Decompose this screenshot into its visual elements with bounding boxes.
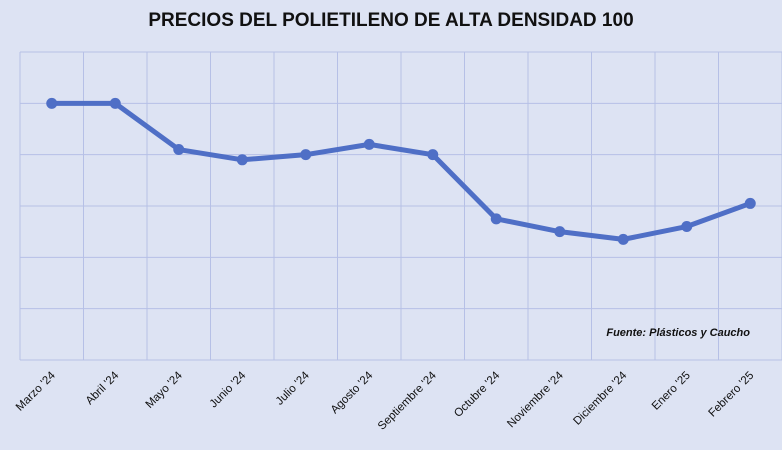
data-point xyxy=(554,226,566,238)
x-tick-label: Septiembre '24 xyxy=(376,369,439,432)
data-point xyxy=(363,138,375,150)
x-tick-label: Marzo '24 xyxy=(14,369,58,413)
data-point xyxy=(427,149,439,161)
x-tick-label: Mayo '24 xyxy=(144,369,186,411)
x-tick-label: Agosto '24 xyxy=(329,369,376,416)
series-layer xyxy=(46,97,756,245)
data-point xyxy=(744,197,756,209)
x-tick-label: Abril '24 xyxy=(84,369,122,407)
x-tick-label: Julio '24 xyxy=(274,369,312,407)
grid-lines xyxy=(19,51,782,361)
data-point xyxy=(173,144,185,156)
x-tick-label: Diciembre '24 xyxy=(571,369,629,427)
series-line xyxy=(49,100,753,242)
data-point xyxy=(617,233,629,245)
data-point xyxy=(109,97,121,109)
source-annotation: Fuente: Plásticos y Caucho xyxy=(606,327,750,339)
data-point xyxy=(490,213,502,225)
x-tick-label: Noviembre '24 xyxy=(505,369,566,430)
x-tick-label: Octubre '24 xyxy=(452,369,503,420)
x-tick-label: Enero '25 xyxy=(650,370,693,413)
x-tick-label: Febrero '25 xyxy=(707,370,757,420)
x-axis-labels: Marzo '24 Abril '24 Mayo '24 Junio '24 Julio… xyxy=(14,369,756,432)
data-point xyxy=(300,149,312,161)
data-point xyxy=(46,97,58,109)
x-tick-label: Junio '24 xyxy=(208,369,249,410)
chart-title: PRECIOS DEL POLIETILENO DE ALTA DENSIDAD… xyxy=(148,10,634,31)
data-point xyxy=(236,154,248,166)
data-point xyxy=(681,221,693,233)
